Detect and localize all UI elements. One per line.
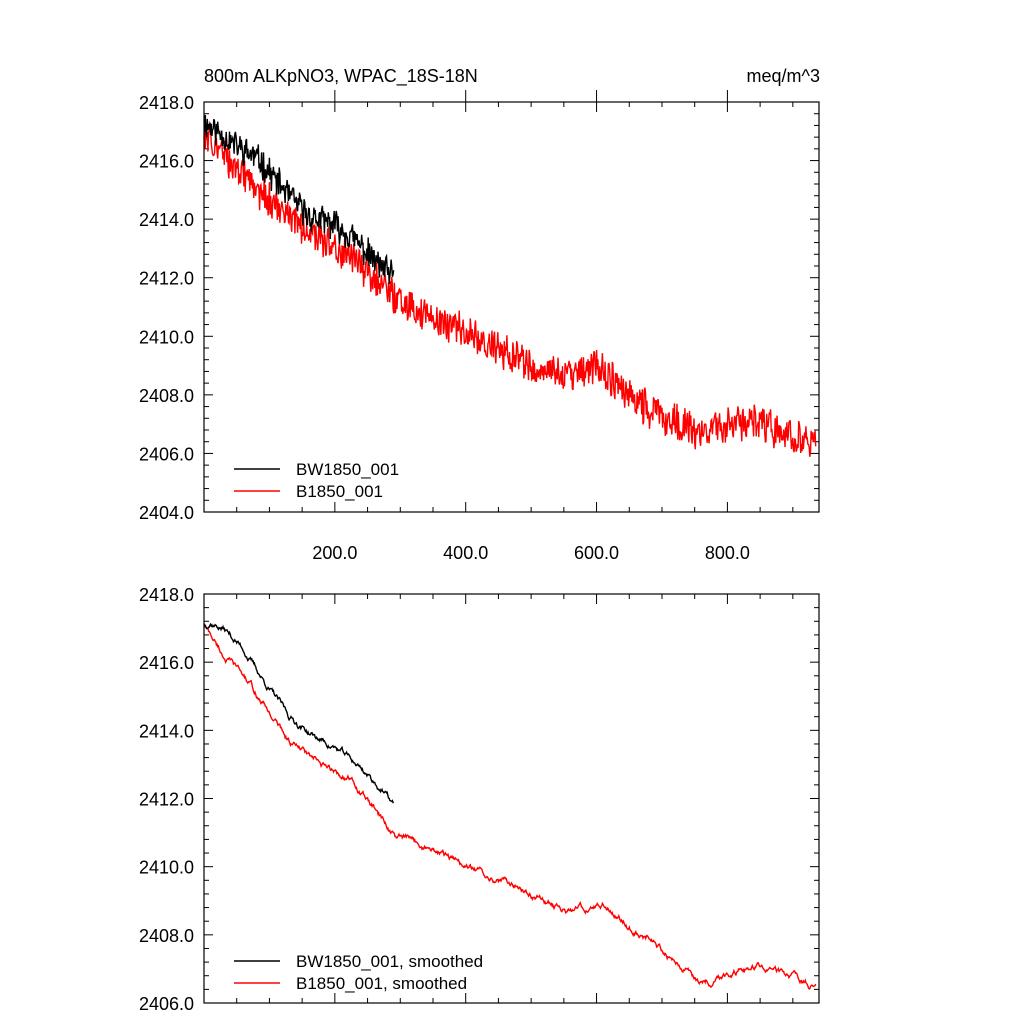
x-tick-label: 200.0 [312, 543, 357, 563]
top-panel-title: 800m ALKpNO3, WPAC_18S-18N [204, 66, 478, 87]
series-line-bw1850-001-smoothed [203, 622, 395, 804]
bottom-panel: 2406.0 2408.0 2410.0 2412.0 2414.0 2416.0 2418… [139, 585, 820, 1014]
y-tick-label: 2408.0 [139, 386, 194, 406]
bottom-plot-frame [203, 593, 820, 1004]
legend-label-bw1850: BW1850_001 [296, 460, 399, 479]
bottom-y-tick-labels: 2406.0 2408.0 2410.0 2412.0 2414.0 2416.0 2418… [139, 585, 194, 1014]
bottom-ticks [204, 593, 819, 1004]
y-tick-label: 2416.0 [139, 152, 194, 172]
top-x-tick-labels: 200.0 400.0 600.0 800.0 [312, 543, 750, 563]
top-ticks [204, 90, 819, 513]
x-tick-label: 400.0 [443, 543, 488, 563]
y-tick-label: 2418.0 [139, 585, 194, 605]
top-panel-units: meq/m^3 [747, 66, 820, 86]
x-tick-label: 600.0 [574, 543, 619, 563]
y-tick-label: 2414.0 [139, 210, 194, 230]
series-line-b1850-001 [203, 120, 817, 457]
series-line-b1850-001-smoothed [203, 624, 817, 990]
y-tick-label: 2410.0 [139, 327, 194, 347]
y-tick-label: 2406.0 [139, 444, 194, 464]
y-tick-label: 2416.0 [139, 653, 194, 673]
legend-label-b1850: B1850_001 [296, 482, 383, 501]
legend-label-b1850-smoothed: B1850_001, smoothed [296, 974, 467, 993]
bottom-series-group [203, 622, 817, 990]
top-series-group [203, 114, 817, 457]
y-tick-label: 2418.0 [139, 93, 194, 113]
legend-label-bw1850-smoothed: BW1850_001, smoothed [296, 952, 483, 971]
y-tick-label: 2412.0 [139, 790, 194, 810]
top-panel: 800m ALKpNO3, WPAC_18S-18N meq/m^3 2404.… [139, 66, 820, 563]
x-tick-label: 800.0 [705, 543, 750, 563]
y-tick-label: 2404.0 [139, 503, 194, 523]
y-tick-label: 2410.0 [139, 858, 194, 878]
y-tick-label: 2414.0 [139, 721, 194, 741]
top-y-tick-labels: 2404.0 2406.0 2408.0 2410.0 2412.0 2414.0 2416… [139, 93, 194, 523]
top-legend: BW1850_001 B1850_001 [234, 460, 399, 501]
y-tick-label: 2406.0 [139, 994, 194, 1014]
bottom-legend: BW1850_001, smoothed B1850_001, smoothed [234, 952, 483, 993]
y-tick-label: 2412.0 [139, 269, 194, 289]
series-line-bw1850-001 [203, 114, 395, 284]
y-tick-label: 2408.0 [139, 926, 194, 946]
top-plot-frame [203, 101, 820, 513]
